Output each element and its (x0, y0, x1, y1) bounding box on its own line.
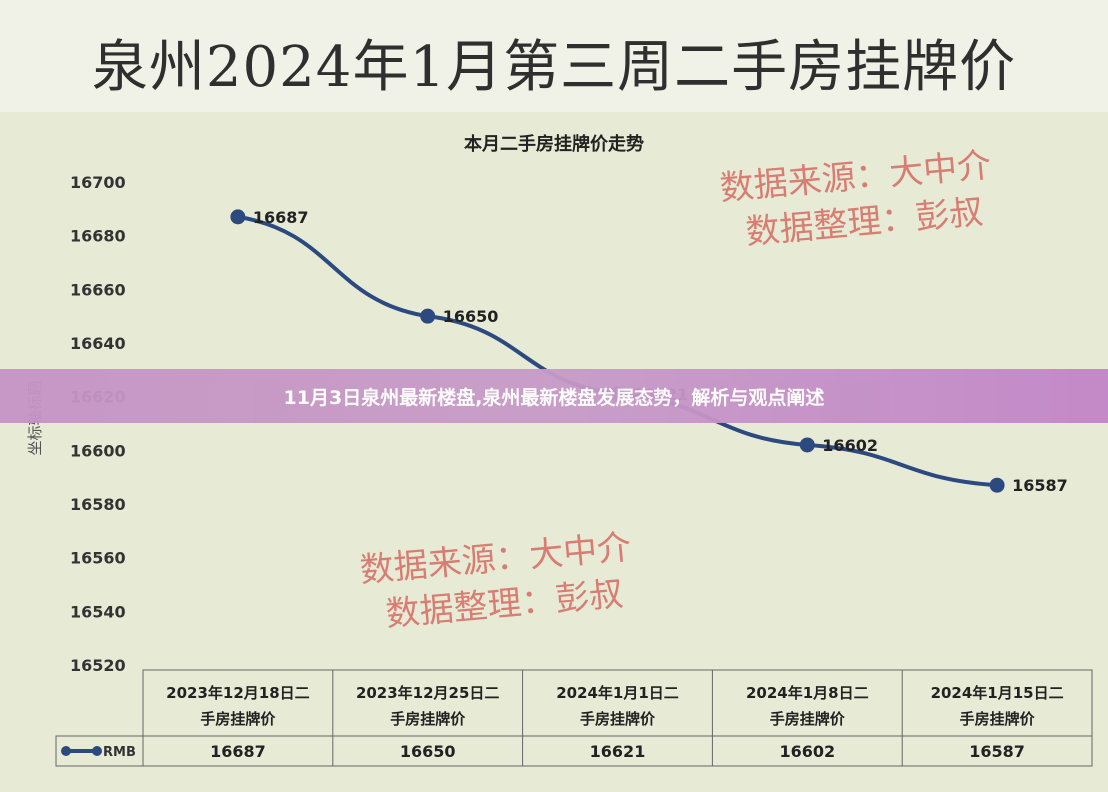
legend-marker (92, 746, 102, 756)
x-category-label: 2023年12月25日二手房挂牌价 (356, 684, 500, 728)
y-tick-label: 16680 (70, 227, 126, 246)
data-point (420, 308, 436, 324)
series-line-rmb (235, 214, 1000, 488)
data-label: 16602 (822, 436, 878, 455)
data-table-value: 16602 (779, 742, 835, 761)
data-table-frame (142, 669, 1093, 767)
x-category-label: 2024年1月1日二手房挂牌价 (556, 684, 679, 728)
legend-marker (61, 746, 71, 756)
chart-title: 本月二手房挂牌价走势 (464, 133, 644, 155)
y-tick-label: 16600 (70, 441, 126, 460)
data-table-value: 16621 (590, 742, 646, 761)
headline-banner[interactable]: 11月3日泉州最新楼盘,泉州最新楼盘发展态势，解析与观点阐述 (0, 369, 1108, 423)
data-table-value: 16650 (400, 742, 456, 761)
data-point (230, 209, 246, 225)
legend-label: RMB (103, 745, 136, 760)
data-label: 16587 (1012, 476, 1068, 495)
y-tick-label: 16560 (70, 549, 126, 568)
x-category-label: 2023年12月18日二手房挂牌价 (166, 684, 310, 728)
y-tick-label: 16700 (70, 173, 126, 192)
data-point (989, 477, 1005, 493)
title-band: 泉州2024年1月第三周二手房挂牌价 (0, 0, 1108, 113)
data-table-value: 16587 (969, 742, 1025, 761)
y-tick-label: 16540 (70, 602, 126, 621)
data-table-value: 16687 (210, 742, 266, 761)
x-category-label: 2024年1月8日二手房挂牌价 (746, 684, 869, 728)
data-label: 16687 (253, 208, 309, 227)
page-title: 泉州2024年1月第三周二手房挂牌价 (91, 35, 1017, 100)
legend-key-cell (55, 735, 144, 767)
data-point (799, 437, 815, 453)
y-tick-label: 16640 (70, 334, 126, 353)
y-tick-label: 16520 (70, 656, 126, 675)
x-category-label: 2024年1月15日二手房挂牌价 (931, 684, 1064, 728)
data-label: 16650 (443, 307, 499, 326)
y-tick-label: 16660 (70, 280, 126, 299)
y-tick-label: 16580 (70, 495, 126, 514)
headline-text[interactable]: 11月3日泉州最新楼盘,泉州最新楼盘发展态势，解析与观点阐述 (283, 386, 825, 409)
